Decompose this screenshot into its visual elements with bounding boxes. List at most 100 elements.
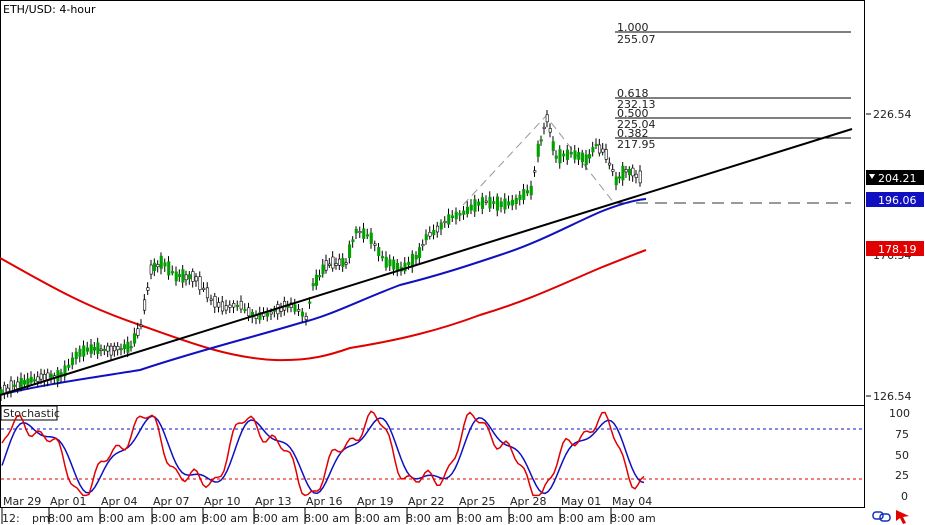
- candlestick-series: [0, 110, 642, 401]
- candle-body: [424, 234, 428, 241]
- candle-body: [465, 206, 470, 214]
- sma-100-line[interactable]: [0, 198, 647, 396]
- candle-body: [484, 200, 488, 203]
- candle-body: [156, 264, 160, 268]
- candle-body: [365, 234, 370, 237]
- arrow-icon[interactable]: [896, 510, 909, 524]
- candle-body: [16, 381, 20, 389]
- candle-body: [439, 222, 443, 230]
- candle-body: [123, 344, 127, 350]
- candle-body: [70, 357, 75, 366]
- fib-ratio-0618: 0.618: [617, 87, 649, 100]
- candle-body: [163, 262, 167, 267]
- date-label: Apr 10: [204, 495, 241, 508]
- candle-body: [510, 199, 515, 206]
- fibonacci-levels[interactable]: 1.000 255.07 0.618 232.13 0.500 225.04 0…: [615, 21, 851, 151]
- candle-body: [93, 347, 97, 351]
- candle-body: [82, 345, 86, 357]
- date-label: Apr 07: [153, 495, 190, 508]
- candle-body: [13, 384, 17, 387]
- time-label: 8:00 am: [457, 512, 503, 525]
- candle-body: [542, 126, 546, 130]
- candle-body: [354, 228, 358, 234]
- candle-body: [49, 373, 53, 378]
- candle-body: [328, 263, 332, 266]
- candle-body: [407, 261, 411, 266]
- candle-body: [202, 287, 206, 290]
- candle-body: [170, 271, 175, 274]
- candle-body: [591, 147, 595, 153]
- candle-body: [507, 201, 511, 206]
- candle-body: [205, 287, 210, 299]
- chart-title: ETH/USD: 4-hour: [3, 3, 96, 16]
- candle-body: [99, 348, 103, 351]
- price-axis-label-top: 226.54: [873, 108, 912, 121]
- candle-body: [584, 154, 588, 166]
- candle-body: [604, 149, 608, 160]
- candle-body: [85, 347, 90, 352]
- candle-body: [209, 298, 213, 301]
- candle-body: [631, 167, 635, 177]
- stoch-axis-75: 75: [895, 428, 909, 441]
- sma-200-line[interactable]: [0, 249, 647, 362]
- candle-body: [369, 232, 373, 244]
- candle-body: [377, 247, 381, 257]
- candle-body: [6, 387, 10, 392]
- candle-body: [618, 176, 622, 179]
- fib-price-0382: 217.95: [617, 138, 656, 151]
- candle-body: [492, 201, 496, 204]
- candle-body: [614, 176, 618, 186]
- candle-body: [565, 149, 570, 160]
- candle-body: [545, 114, 549, 123]
- candle-body: [569, 151, 573, 155]
- fib-price-1000: 255.07: [617, 33, 656, 46]
- candle-body: [344, 262, 348, 265]
- stochastic-title: Stochastic: [3, 407, 60, 420]
- candle-body: [269, 311, 273, 315]
- candle-body: [103, 348, 107, 351]
- link-icon[interactable]: [872, 511, 891, 522]
- ascending-trendline[interactable]: [0, 128, 853, 396]
- candle-body: [495, 196, 500, 211]
- candle-body: [178, 274, 182, 277]
- stochastic-title-box: [0, 405, 58, 421]
- stochastic-d-line[interactable]: [1, 415, 645, 495]
- current-price-value: 204.21: [878, 172, 917, 185]
- stochastic-k-line[interactable]: [1, 410, 645, 497]
- candle-body: [601, 148, 605, 153]
- date-label: Apr 28: [510, 495, 547, 508]
- candle-body: [228, 304, 232, 308]
- candle-body: [184, 274, 188, 281]
- candle-body: [232, 302, 236, 308]
- candle-body: [624, 169, 628, 173]
- candle-body: [611, 169, 615, 172]
- date-label: Apr 25: [459, 495, 496, 508]
- candle-body: [403, 262, 407, 272]
- candle-body: [129, 346, 133, 349]
- time-label: 8:00 am: [48, 512, 94, 525]
- candle-body: [588, 154, 592, 159]
- candle-body: [36, 376, 40, 382]
- date-label: Apr 04: [101, 495, 138, 508]
- candle-body: [362, 228, 366, 239]
- candle-body: [23, 380, 27, 385]
- candle-body: [522, 189, 526, 200]
- candle-body: [181, 269, 185, 283]
- sma200-price-tag: 178.19: [866, 241, 924, 256]
- candle-body: [265, 312, 270, 317]
- time-label: 12:: [2, 512, 20, 525]
- candle-body: [116, 346, 120, 351]
- candle-body: [577, 152, 581, 160]
- candle-body: [119, 348, 123, 351]
- candle-body: [469, 204, 473, 211]
- date-label: Apr 22: [408, 495, 445, 508]
- candle-body: [74, 351, 78, 360]
- candle-body: [194, 276, 198, 282]
- candle-body: [554, 155, 558, 159]
- candle-body: [239, 300, 243, 310]
- time-label: 8:00 am: [508, 512, 554, 525]
- candle-body: [235, 304, 240, 308]
- stoch-axis-25: 25: [895, 469, 909, 482]
- candle-body: [213, 296, 217, 308]
